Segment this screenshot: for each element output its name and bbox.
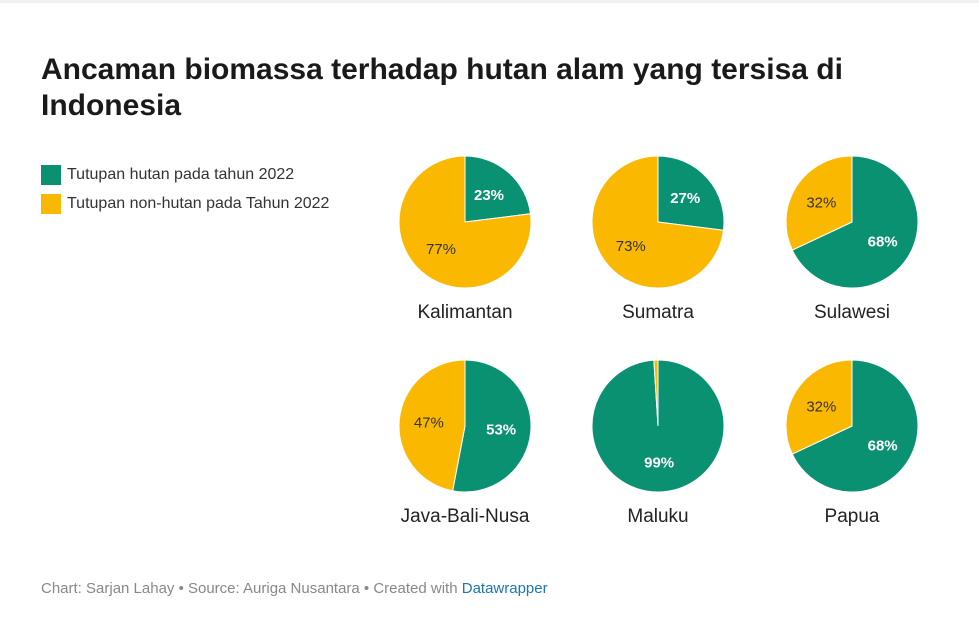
slice-nonforest-kalimantan (398, 155, 532, 289)
chart-title: Ancaman biomassa terhadap hutan alam yan… (41, 53, 843, 122)
legend-swatch-forest (41, 165, 61, 185)
region-label-kalimantan: Kalimantan (417, 302, 512, 323)
top-border (0, 0, 979, 3)
pie-label-forest-sulawesi: 68% (868, 233, 898, 250)
legend-label-nonforest: Tutupan non-hutan pada Tahun 2022 (67, 195, 330, 212)
pie-label-forest-papua: 68% (868, 437, 898, 454)
chart-footer: Chart: Sarjan Lahay • Source: Auriga Nus… (41, 580, 548, 597)
region-label-sulawesi: Sulawesi (814, 302, 890, 323)
slice-forest-papua (791, 359, 919, 493)
pie-label-forest-kalimantan: 23% (474, 187, 504, 204)
pie-label-forest-sumatra: 27% (670, 190, 700, 207)
pie-maluku: 99% Maluku (591, 359, 725, 527)
slice-nonforest-java-bali-nusa (398, 359, 466, 492)
pie-chart-grid: 23% 77% Kalimantan 27% 73% Sumatra 68% 32% Sulaw… (398, 155, 919, 527)
footer-credits: Chart: Sarjan Lahay • Source: Auriga Nus… (41, 580, 462, 597)
pie-kalimantan: 23% 77% Kalimantan (398, 155, 532, 323)
slice-forest-java-bali-nusa (452, 359, 532, 493)
slice-nonforest-sulawesi (785, 155, 853, 251)
pie-sulawesi: 68% 32% Sulawesi (785, 155, 919, 323)
slice-forest-sulawesi (791, 155, 919, 289)
legend-label-forest: Tutupan hutan pada tahun 2022 (67, 166, 295, 183)
slice-forest-kalimantan (464, 155, 532, 223)
pie-label-nonforest-java-bali-nusa: 47% (414, 415, 444, 432)
pie-label-nonforest-sumatra: 73% (616, 238, 646, 255)
slice-nonforest-maluku (653, 359, 659, 427)
region-label-sumatra: Sumatra (622, 302, 694, 323)
pie-label-nonforest-sulawesi: 32% (806, 195, 836, 212)
region-label-java-bali-nusa: Java-Bali-Nusa (401, 506, 530, 527)
pie-label-forest-java-bali-nusa: 53% (486, 421, 516, 438)
legend: Tutupan hutan pada tahun 2022 Tutupan no… (41, 165, 329, 223)
slice-nonforest-sumatra (591, 155, 725, 289)
pie-label-forest-maluku: 99% (644, 454, 674, 471)
slice-forest-sumatra (657, 155, 725, 231)
slice-nonforest-papua (785, 359, 853, 455)
datawrapper-link[interactable]: Datawrapper (461, 580, 548, 597)
region-label-maluku: Maluku (627, 506, 688, 527)
legend-item-nonforest: Tutupan non-hutan pada Tahun 2022 (41, 194, 329, 214)
region-label-papua: Papua (825, 506, 880, 527)
pie-label-nonforest-kalimantan: 77% (426, 241, 456, 258)
pie-sumatra: 27% 73% Sumatra (591, 155, 725, 323)
legend-swatch-nonforest (41, 194, 61, 214)
pie-java-bali-nusa: 53% 47% Java-Bali-Nusa (398, 359, 532, 527)
pie-label-nonforest-papua: 32% (806, 399, 836, 416)
legend-item-forest: Tutupan hutan pada tahun 2022 (41, 165, 329, 185)
pie-papua: 68% 32% Papua (785, 359, 919, 527)
